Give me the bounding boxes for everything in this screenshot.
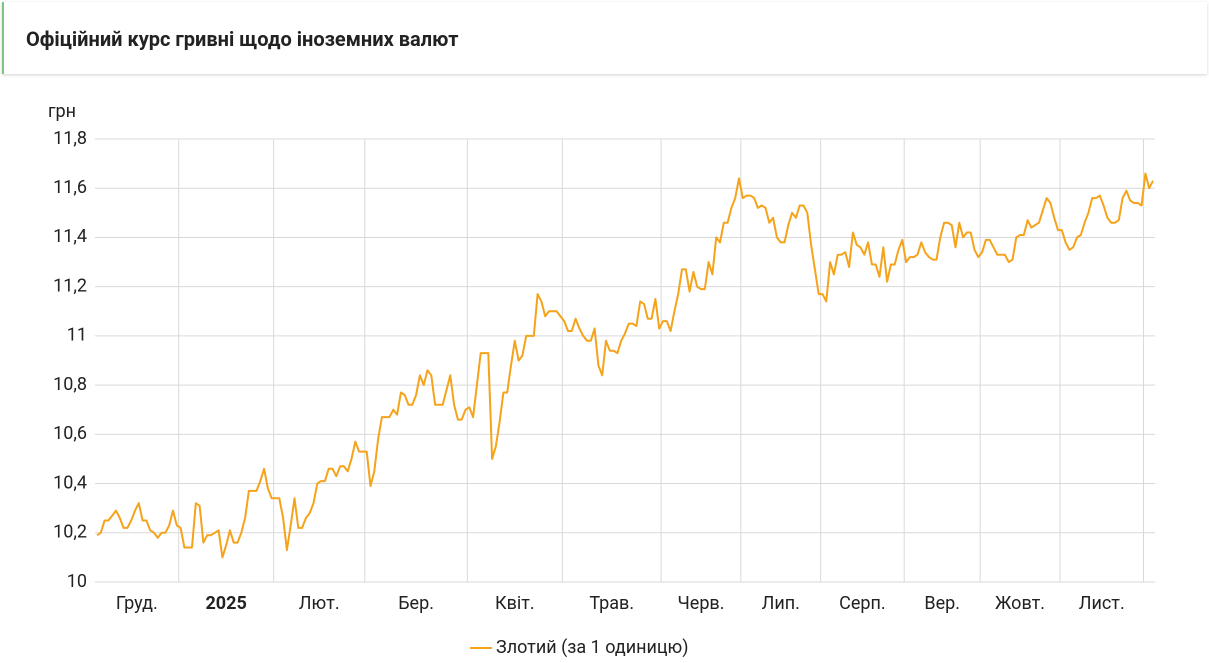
y-axis-label: грн [48, 101, 76, 122]
series-line [96, 172, 1154, 559]
x-tick-label: Жовт. [995, 593, 1045, 614]
x-tick-label: Бер. [398, 593, 434, 614]
x-tick-label: Серп. [839, 593, 886, 614]
x-tick-label: Лип. [762, 593, 800, 614]
y-tick-label: 10,2 [53, 522, 87, 543]
y-tick-label: 10 [67, 571, 87, 592]
header: Офіційний курс гривні щодо іноземних вал… [2, 2, 1207, 74]
x-tick-label: 2025 [205, 593, 246, 614]
x-tick-label: Черв. [677, 593, 724, 614]
y-tick-label: 10,6 [53, 423, 87, 444]
y-tick-label: 11,2 [53, 275, 87, 296]
y-tick-label: 11,6 [53, 177, 87, 198]
y-tick-label: 11 [67, 325, 87, 346]
x-tick-label: Трав. [589, 593, 634, 614]
x-tick-label: Лист. [1079, 593, 1125, 614]
y-tick-label: 11,8 [53, 128, 87, 149]
y-tick-label: 10,8 [53, 374, 87, 395]
x-tick-label: Квіт. [495, 593, 535, 614]
title: Офіційний курс гривні щодо іноземних вал… [26, 27, 459, 51]
y-tick-label: 11,4 [53, 226, 87, 247]
x-tick-label: Лют. [299, 593, 340, 614]
y-tick-label: 10,4 [53, 472, 87, 493]
x-tick-label: Вер. [924, 593, 960, 614]
chart: грн 10 10,2 10,4 10,6 10,8 11 11,2 11,4 11,6 11,8… [48, 101, 1155, 658]
legend-label: Злотий (за 1 одиницю) [496, 637, 689, 658]
x-tick-label: Груд. [116, 593, 158, 614]
